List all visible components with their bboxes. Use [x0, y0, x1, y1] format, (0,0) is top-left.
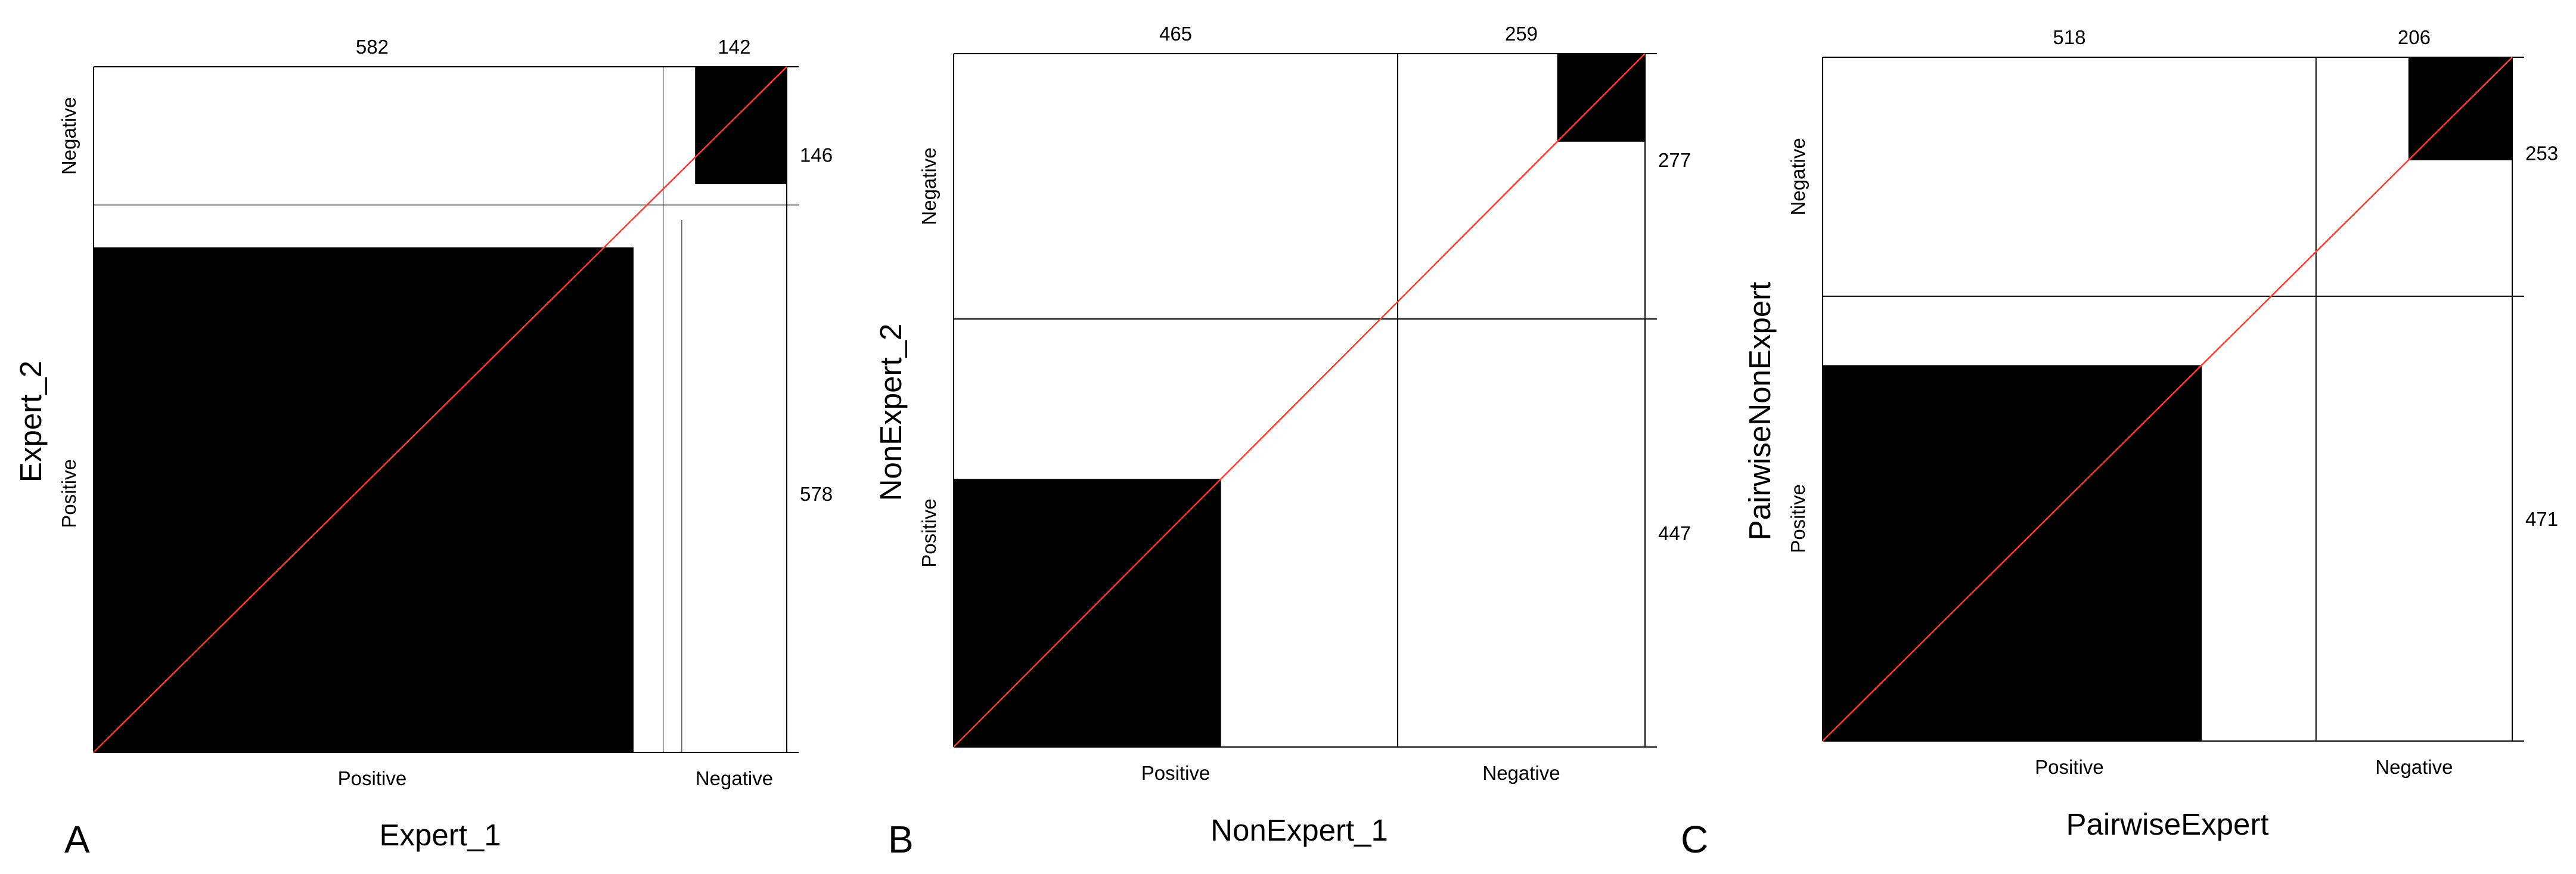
- column-total-negative: 206: [2398, 26, 2431, 48]
- y-axis-title: Expert_2: [14, 361, 48, 482]
- y-category-negative: Negative: [1787, 138, 1809, 215]
- panel-letter: C: [1681, 818, 1708, 861]
- row-total-negative: 277: [1658, 149, 1691, 171]
- y-category-negative: Negative: [58, 97, 80, 175]
- row-total-positive: 578: [800, 483, 833, 505]
- x-category-positive: Positive: [2035, 756, 2104, 778]
- panel-c: 518 206 253 471 Positive Negative Negative Posi…: [1681, 26, 2558, 861]
- column-total-positive: 465: [1159, 23, 1192, 45]
- y-category-positive: Positive: [58, 459, 80, 528]
- cell-negative-agreement: [695, 67, 787, 184]
- x-category-positive: Positive: [338, 767, 407, 789]
- column-total-negative: 142: [718, 36, 750, 58]
- diagonal-line: [953, 53, 1646, 748]
- column-total-positive: 582: [356, 36, 389, 58]
- panel-letter: A: [64, 818, 90, 861]
- panel-letter: B: [888, 818, 914, 861]
- x-axis-title: Expert_1: [379, 818, 501, 852]
- column-total-negative: 259: [1505, 23, 1538, 45]
- y-axis-title: NonExpert_2: [874, 324, 908, 501]
- panel-b: 465 259 277 447 Positive Negative Negative Posi…: [874, 23, 1691, 861]
- y-axis-title: PairwiseNonExpert: [1743, 282, 1777, 541]
- row-total-positive: 447: [1658, 522, 1691, 544]
- row-total-negative: 253: [2525, 142, 2558, 164]
- panel-a: 582 142 146 578 Positive Negative Negative Posi…: [14, 36, 833, 861]
- column-total-positive: 518: [2053, 26, 2085, 48]
- x-axis-title: NonExpert_1: [1211, 813, 1388, 847]
- y-category-positive: Positive: [918, 498, 940, 568]
- x-category-negative: Negative: [1482, 762, 1560, 784]
- diagonal-line: [93, 66, 787, 753]
- row-total-positive: 471: [2525, 508, 2558, 530]
- cell-positive-agreement: [94, 247, 634, 752]
- diagonal-line: [1822, 57, 2513, 742]
- row-total-negative: 146: [800, 144, 833, 166]
- x-category-negative: Negative: [696, 767, 773, 789]
- x-axis-title: PairwiseExpert: [2066, 807, 2268, 841]
- x-category-negative: Negative: [2375, 756, 2453, 778]
- x-category-positive: Positive: [1141, 762, 1211, 784]
- y-category-negative: Negative: [918, 147, 940, 225]
- y-category-positive: Positive: [1787, 484, 1809, 553]
